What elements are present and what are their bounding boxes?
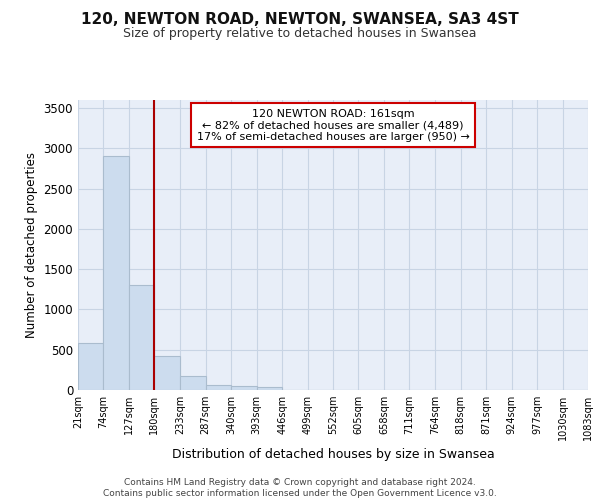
Text: 120 NEWTON ROAD: 161sqm
← 82% of detached houses are smaller (4,489)
17% of semi: 120 NEWTON ROAD: 161sqm ← 82% of detache… bbox=[197, 108, 469, 142]
Bar bbox=[180, 376, 206, 390]
Bar bbox=[129, 286, 154, 390]
Text: Contains HM Land Registry data © Crown copyright and database right 2024.
Contai: Contains HM Land Registry data © Crown c… bbox=[103, 478, 497, 498]
Bar bbox=[78, 344, 103, 390]
Bar bbox=[231, 386, 257, 390]
Text: Size of property relative to detached houses in Swansea: Size of property relative to detached ho… bbox=[123, 28, 477, 40]
X-axis label: Distribution of detached houses by size in Swansea: Distribution of detached houses by size … bbox=[172, 448, 494, 462]
Y-axis label: Number of detached properties: Number of detached properties bbox=[25, 152, 38, 338]
Bar bbox=[154, 356, 180, 390]
Bar bbox=[206, 385, 231, 390]
Bar bbox=[257, 387, 282, 390]
Text: 120, NEWTON ROAD, NEWTON, SWANSEA, SA3 4ST: 120, NEWTON ROAD, NEWTON, SWANSEA, SA3 4… bbox=[81, 12, 519, 28]
Bar bbox=[103, 156, 129, 390]
